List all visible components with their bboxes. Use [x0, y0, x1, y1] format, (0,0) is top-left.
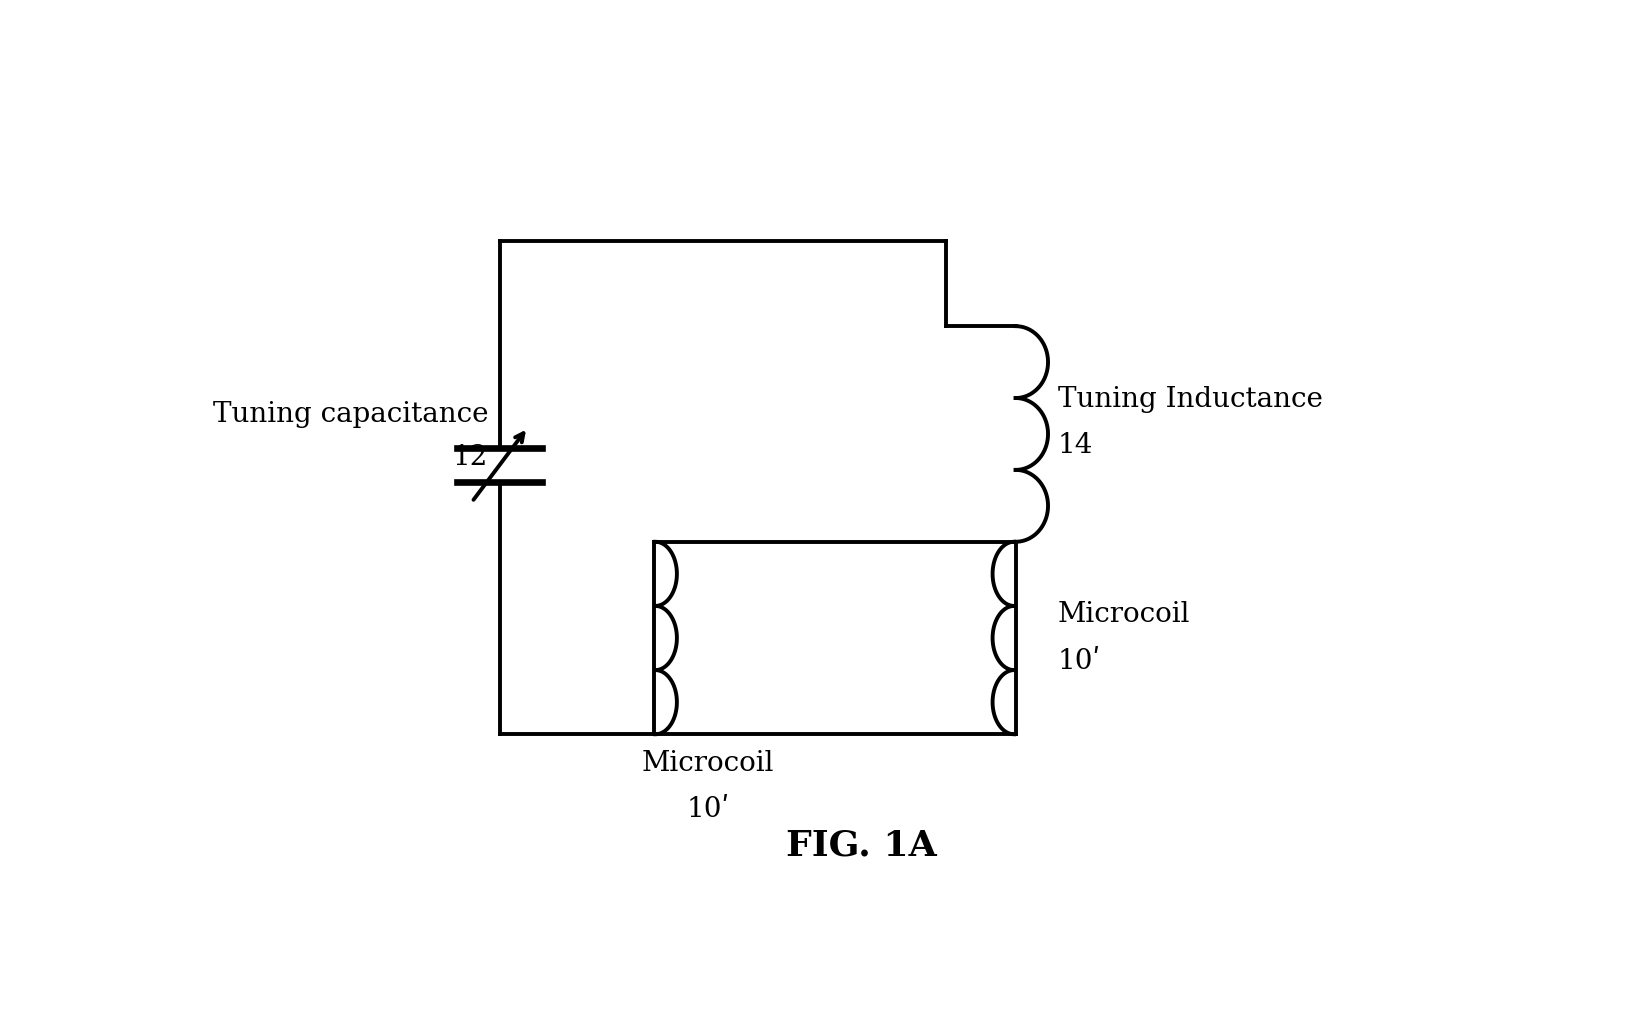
Text: FIG. 1A: FIG. 1A — [786, 828, 938, 863]
Text: Tuning capacitance: Tuning capacitance — [213, 401, 488, 428]
Text: 14: 14 — [1058, 432, 1094, 459]
Text: Microcoil: Microcoil — [1058, 601, 1191, 629]
Text: Microcoil: Microcoil — [642, 750, 774, 776]
Text: 12: 12 — [453, 443, 488, 471]
Text: 10ʹ: 10ʹ — [1058, 647, 1102, 675]
Text: 10ʹ: 10ʹ — [686, 796, 730, 823]
Text: Tuning Inductance: Tuning Inductance — [1058, 386, 1323, 413]
